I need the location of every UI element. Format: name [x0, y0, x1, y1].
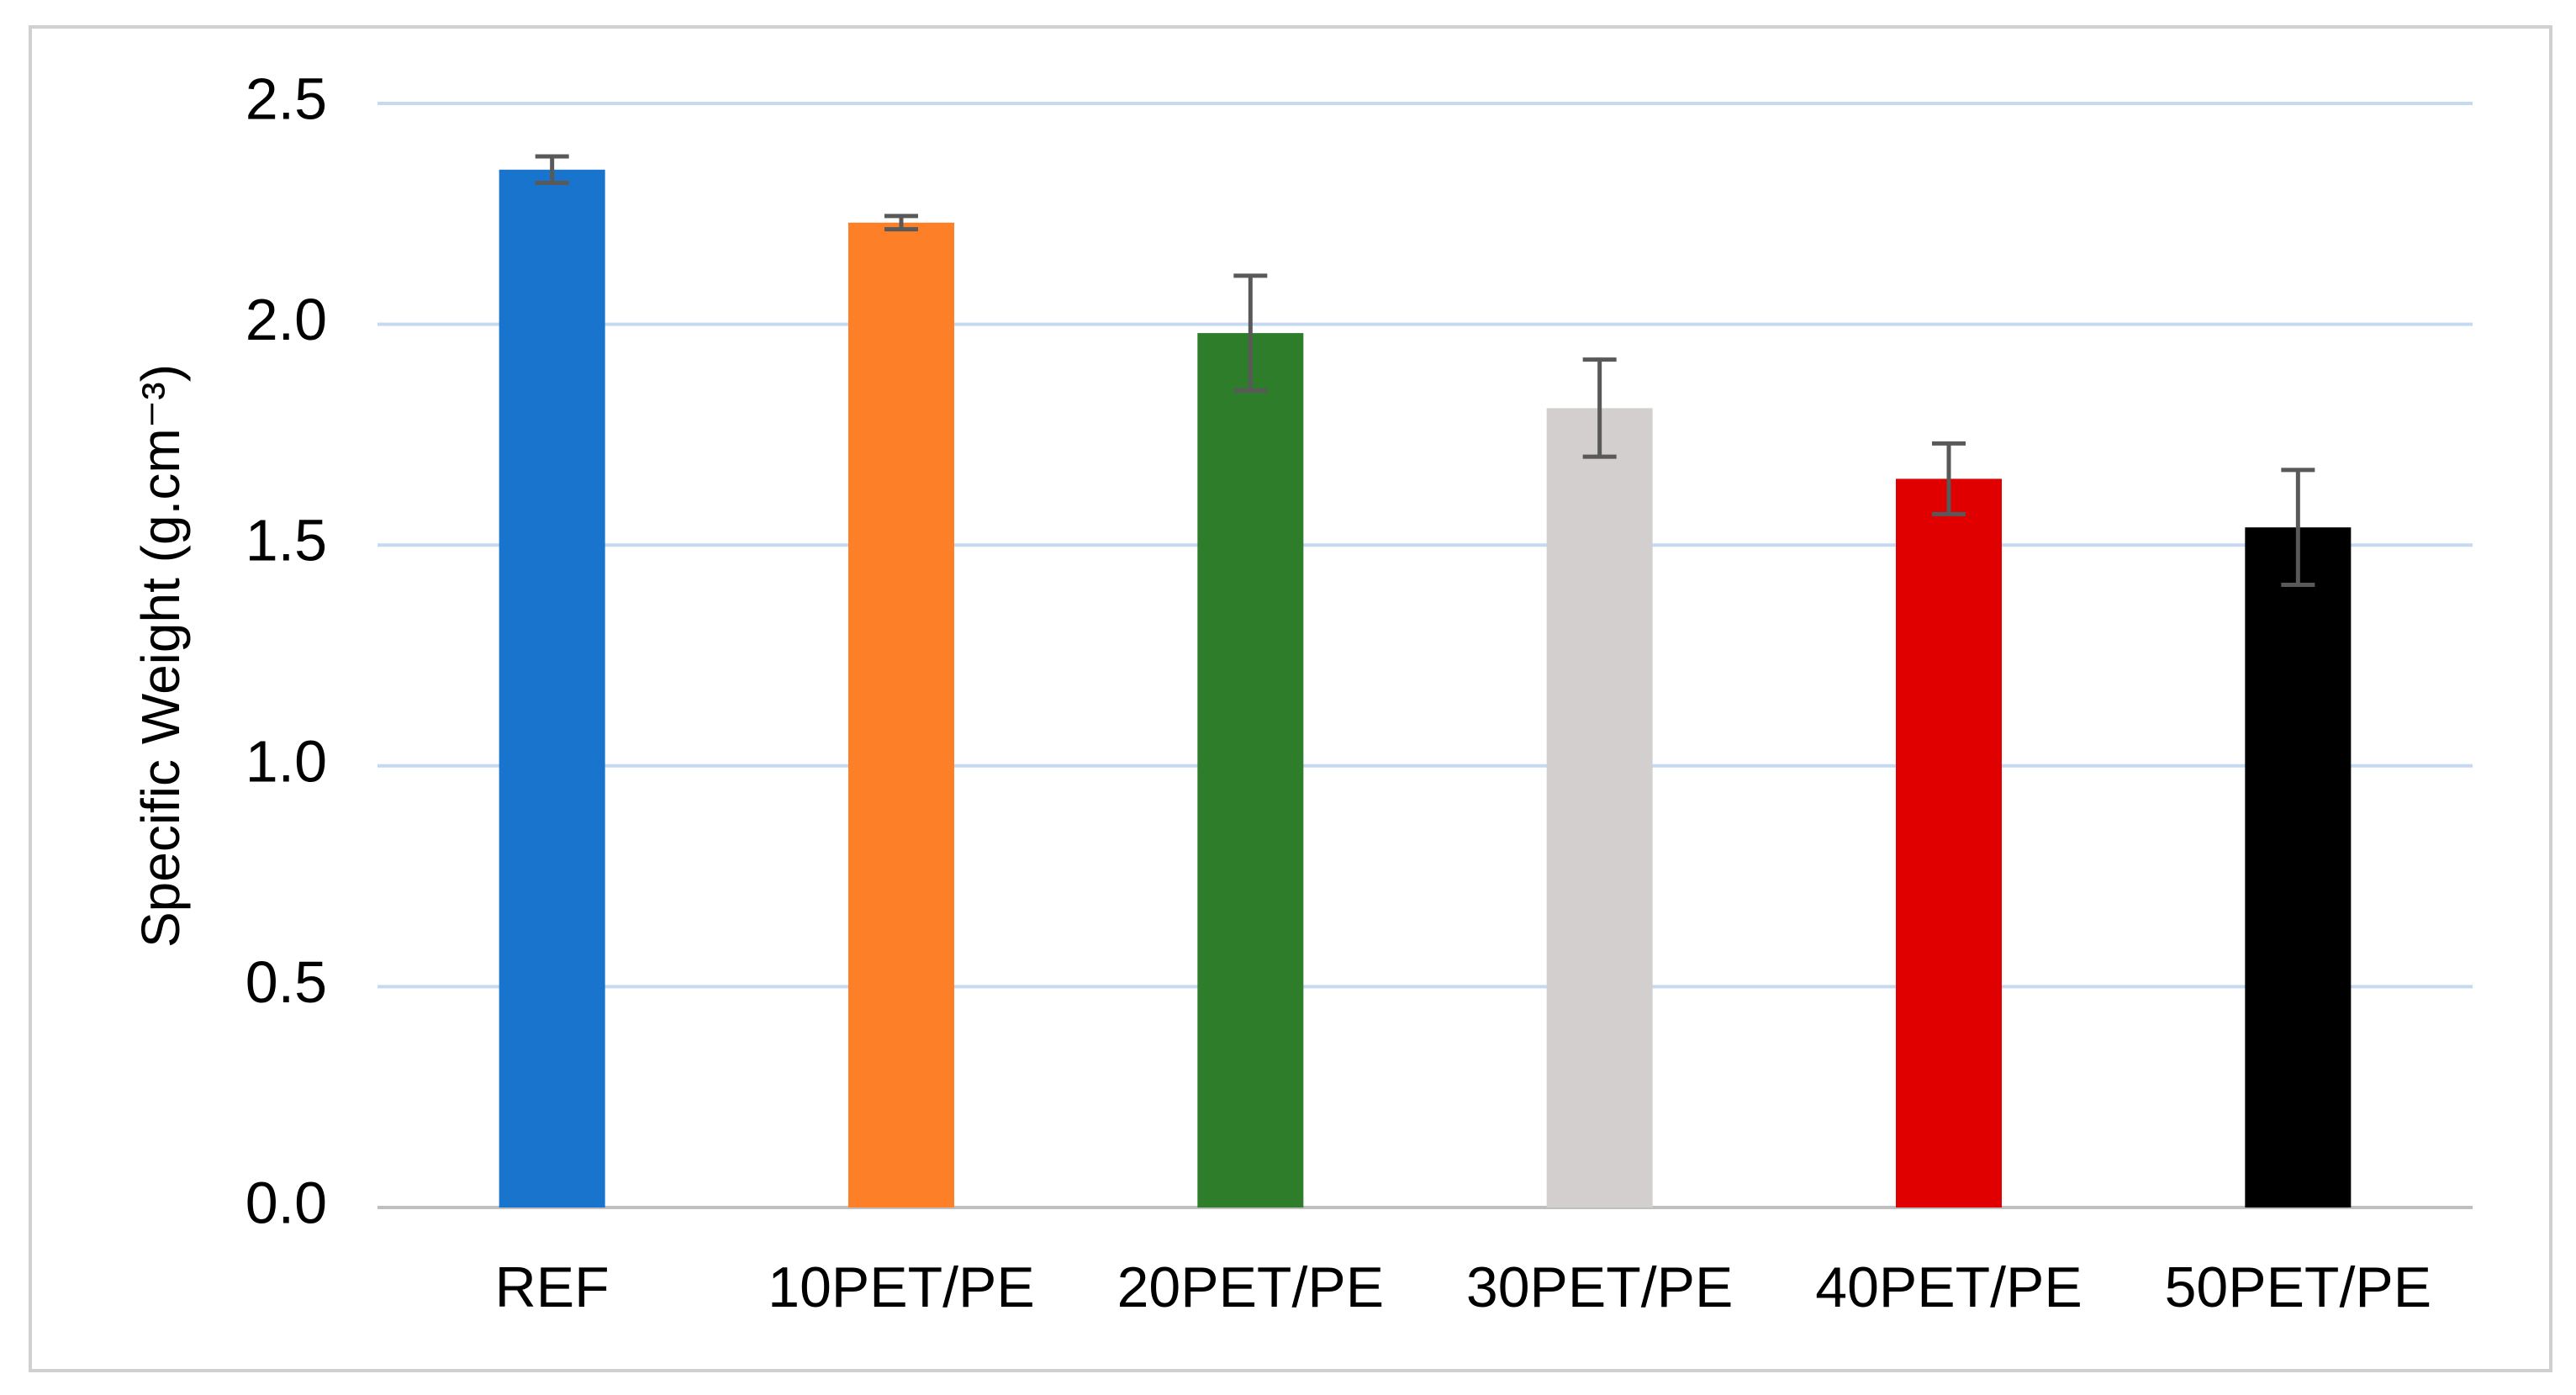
y-tick-label: 0.5: [245, 949, 327, 1015]
y-axis-title: Specific Weight (g.cm⁻³): [130, 364, 191, 948]
x-tick-label: 10PET/PE: [768, 1255, 1035, 1319]
x-tick-label: 50PET/PE: [2165, 1255, 2432, 1319]
y-tick-label: 1.5: [245, 508, 327, 573]
x-tick-label: REF: [495, 1255, 610, 1319]
bar: [1896, 478, 2002, 1207]
y-tick-label: 1.0: [245, 728, 327, 794]
x-tick-label: 30PET/PE: [1466, 1255, 1734, 1319]
x-tick-label: 20PET/PE: [1117, 1255, 1385, 1319]
bar: [2245, 527, 2352, 1207]
bar: [848, 222, 954, 1208]
bar: [1197, 333, 1304, 1207]
y-tick-label: 2.0: [245, 287, 327, 352]
y-tick-label: 2.5: [245, 66, 327, 131]
bar: [499, 169, 605, 1207]
bar: [1546, 408, 1653, 1207]
x-tick-label: 40PET/PE: [1815, 1255, 2082, 1319]
y-tick-label: 0.0: [245, 1170, 327, 1235]
